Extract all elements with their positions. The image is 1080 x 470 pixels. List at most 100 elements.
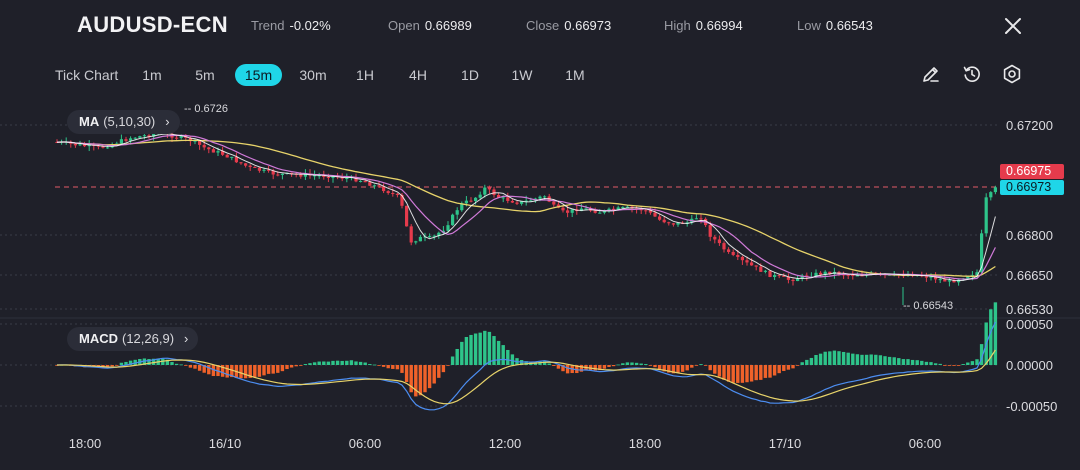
settings-button[interactable] <box>1001 63 1023 85</box>
macd-bar <box>736 365 740 383</box>
history-button[interactable] <box>961 63 983 85</box>
macd-bar <box>391 365 395 369</box>
macd-bar <box>818 353 823 365</box>
tab-30m[interactable]: 30m <box>299 67 327 83</box>
draw-button[interactable] <box>920 63 942 85</box>
candle-body <box>515 202 519 204</box>
macd-bar <box>989 309 993 365</box>
macd-bar <box>565 365 570 374</box>
macd-bar <box>243 365 248 379</box>
macd-bar <box>262 365 266 376</box>
candle-body <box>377 185 381 187</box>
candle-body <box>759 266 763 272</box>
close-button[interactable] <box>1001 14 1025 38</box>
tab-1d[interactable]: 1D <box>461 67 479 83</box>
candle-body <box>823 271 827 275</box>
macd-bar <box>266 365 271 374</box>
low-marker-label: -- 0.66543 <box>903 300 954 312</box>
candle-body <box>952 280 956 283</box>
candle-body <box>570 209 574 213</box>
macd-bar <box>418 365 423 396</box>
tab-4h[interactable]: 4H <box>409 67 427 83</box>
candle-body <box>345 178 349 180</box>
macd-bar <box>294 365 298 367</box>
candle-body <box>561 207 565 211</box>
candle-body <box>768 270 772 277</box>
macd-bar <box>745 365 749 383</box>
candle-body <box>101 146 105 148</box>
candle-body <box>938 279 942 281</box>
chevron-right-icon: › <box>165 114 170 129</box>
macd-bar <box>368 364 372 365</box>
macd-bar <box>561 365 565 372</box>
macd-bar <box>202 365 206 373</box>
tab-5m[interactable]: 5m <box>195 67 215 83</box>
macd-bar <box>524 361 528 365</box>
candle-body <box>616 207 620 210</box>
candle-body <box>653 212 657 217</box>
macd-bar <box>510 354 515 365</box>
macd-bar <box>791 365 795 369</box>
candle-body <box>989 192 993 198</box>
macd-bar <box>170 362 174 365</box>
candle-body <box>276 174 280 176</box>
macd-bar <box>598 365 602 371</box>
candle-body <box>152 134 156 137</box>
macd-bar <box>644 364 648 365</box>
macd-bar <box>197 365 202 371</box>
candle-body <box>934 276 938 280</box>
tab-tick-chart[interactable]: Tick Chart <box>55 67 119 83</box>
candle-body <box>980 233 984 273</box>
candle-body <box>73 143 77 146</box>
candle-body <box>198 140 202 145</box>
macd-bar <box>897 358 901 365</box>
macd-bar <box>506 349 510 365</box>
macd-bar <box>694 365 699 366</box>
candle-body <box>221 151 225 155</box>
tab-1h[interactable]: 1H <box>356 67 374 83</box>
macd-bar <box>377 365 381 366</box>
tab-1m[interactable]: 1m <box>142 67 162 83</box>
macd-bar <box>331 360 335 365</box>
candle-body <box>202 144 206 148</box>
candle-body <box>96 145 100 147</box>
macd-indicator-pill[interactable]: MACD (12,26,9) › <box>67 327 199 351</box>
macd-bar <box>395 365 400 370</box>
tab-1mo[interactable]: 1M <box>565 67 585 83</box>
macd-bar <box>225 365 229 378</box>
macd-bar <box>354 361 358 365</box>
macd-bar <box>772 365 777 376</box>
ma-indicator-pill[interactable]: MA (5,10,30) › <box>67 110 180 134</box>
history-icon <box>963 66 980 82</box>
candle-body <box>538 196 542 199</box>
time-axis-label: 17/10 <box>768 436 802 451</box>
low-stat: Low 0.66543 <box>797 18 873 33</box>
candle-body <box>487 187 491 190</box>
macd-axis-label: 0.00050 <box>1006 317 1053 332</box>
tab-15m[interactable]: 15m <box>235 64 282 86</box>
candle-body <box>699 218 703 220</box>
candle-body <box>133 137 137 139</box>
macd-bar <box>634 362 639 365</box>
macd-bar <box>322 361 326 365</box>
macd-bar <box>979 344 984 365</box>
macd-bar <box>887 356 892 365</box>
price-tag-red: 0.66975 <box>1000 164 1064 179</box>
tab-1w[interactable]: 1W <box>511 67 533 83</box>
ma30-line <box>56 139 996 277</box>
macd-bar <box>345 360 349 365</box>
open-value: 0.66989 <box>424 18 472 33</box>
macd-bar <box>740 365 745 383</box>
candle-body <box>860 275 864 277</box>
macd-bar <box>809 357 814 365</box>
macd-bar <box>547 363 551 365</box>
candle-body <box>331 176 335 178</box>
candle-body <box>612 208 616 210</box>
candle-body <box>731 251 735 255</box>
candle-body <box>124 139 128 141</box>
candle-body <box>786 276 790 280</box>
candle-body <box>234 156 238 163</box>
candle-body <box>119 139 123 144</box>
candle-body <box>520 201 524 204</box>
